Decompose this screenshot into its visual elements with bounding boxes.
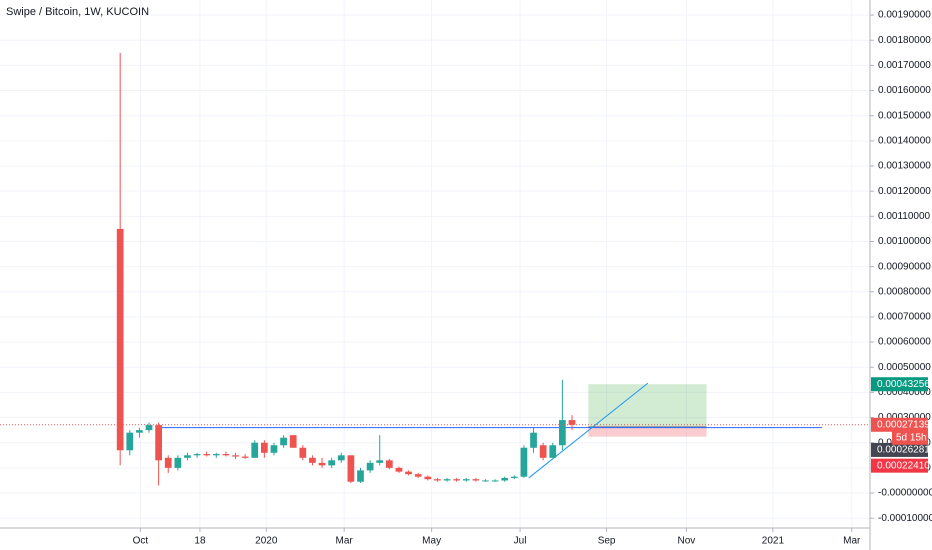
- price-tag: [871, 458, 928, 473]
- candle-body: [184, 455, 191, 458]
- candle-body: [232, 455, 239, 457]
- x-tick-label: Mar: [843, 536, 861, 547]
- y-tick-label: 0.00150000: [878, 110, 931, 121]
- countdown-label: 5d 15h: [896, 432, 927, 443]
- candle-body: [145, 425, 153, 431]
- y-tick-label: 0.00100000: [878, 236, 931, 247]
- stop-zone: [588, 426, 707, 437]
- countdown-tag: [892, 430, 928, 445]
- candle-body: [347, 455, 355, 482]
- candle-body: [261, 442, 268, 453]
- candle-body: [136, 430, 143, 433]
- candle-body: [241, 456, 249, 458]
- trend-line: [528, 382, 649, 479]
- target-zone: [588, 384, 707, 427]
- candle-body: [395, 467, 403, 472]
- candle-body: [414, 474, 422, 477]
- price-tag-label: 0.00043256: [877, 379, 930, 390]
- candle-body: [405, 471, 412, 475]
- candle-body: [222, 454, 230, 456]
- y-tick-label: 0.00160000: [878, 85, 931, 96]
- candle-body: [501, 477, 509, 481]
- y-tick-label: -0.00010000: [878, 513, 932, 524]
- y-tick-label: 0.00180000: [878, 35, 931, 46]
- y-tick-label: 0.00030000: [878, 412, 931, 423]
- candle-body: [270, 445, 278, 453]
- y-tick-label: 0.00060000: [878, 337, 931, 348]
- y-tick-label: -0.00000000: [878, 488, 932, 499]
- candle-body: [549, 445, 557, 458]
- y-tick-label: 0.00070000: [878, 312, 931, 323]
- candle-body: [318, 462, 326, 466]
- candle-body: [280, 437, 287, 446]
- price-tag: [871, 377, 928, 392]
- candle-body: [212, 454, 220, 456]
- y-tick-label: 0.00190000: [878, 10, 931, 21]
- candle-body: [203, 454, 211, 456]
- y-tick-label: 0.00080000: [878, 286, 931, 297]
- candle-body: [289, 435, 297, 448]
- candle-body: [385, 460, 393, 468]
- candle-body: [328, 460, 336, 466]
- candle-body: [309, 457, 316, 463]
- candle-body: [174, 457, 182, 468]
- x-tick-label: Sep: [598, 536, 616, 547]
- candle-body: [510, 476, 518, 478]
- y-tick-label: 0.00110000: [878, 211, 931, 222]
- candle-body: [491, 480, 499, 482]
- candle-body: [337, 455, 345, 461]
- y-tick-label: 0.00120000: [878, 186, 931, 197]
- price-tag: [871, 417, 928, 432]
- candle-body: [472, 479, 480, 481]
- y-tick-label: 0.00040000: [878, 387, 931, 398]
- y-tick-label: 0.00140000: [878, 136, 931, 147]
- candle-body: [155, 425, 162, 461]
- price-tag-label: 0.00026281: [877, 445, 930, 456]
- x-tick-label: 2021: [762, 536, 785, 547]
- x-tick-label: 2020: [255, 536, 278, 547]
- price-tag-label: 0.00022410: [877, 460, 930, 471]
- chart-title: Swipe / Bitcoin, 1W, KUCOIN: [6, 6, 149, 18]
- y-tick-label: 0.00170000: [878, 60, 931, 71]
- x-tick-label: Oct: [133, 536, 149, 547]
- candle-body: [520, 447, 528, 477]
- y-tick-label: 0.00130000: [878, 161, 931, 172]
- price-tag-label: 0.00027139: [877, 419, 930, 430]
- candle-body: [559, 420, 566, 446]
- x-tick-label: Nov: [677, 536, 695, 547]
- candle-body: [539, 445, 547, 458]
- candle-body: [462, 479, 470, 481]
- x-tick-label: 18: [194, 536, 206, 547]
- x-tick-label: Jul: [514, 536, 527, 547]
- candle-body: [126, 432, 134, 451]
- candle-body: [434, 479, 441, 481]
- candle-body: [376, 460, 384, 463]
- candle-body: [424, 476, 432, 480]
- candle-body: [299, 447, 307, 458]
- plot-area: [0, 0, 870, 528]
- candle-body: [482, 480, 489, 482]
- candle-body: [193, 454, 201, 456]
- candle-body: [453, 479, 460, 481]
- candle-body: [530, 432, 537, 448]
- x-tick-label: Mar: [336, 536, 354, 547]
- candle-body: [357, 470, 364, 482]
- y-tick-label: 0.00090000: [878, 261, 931, 272]
- price-tag: [871, 442, 928, 457]
- candle-body: [251, 442, 259, 458]
- candle-body: [164, 457, 172, 468]
- candle-body: [443, 479, 451, 481]
- x-tick-label: May: [422, 536, 441, 547]
- candle-body: [366, 462, 374, 471]
- y-tick-label: 0.00050000: [878, 362, 931, 373]
- candle-body: [568, 420, 576, 425]
- candle-body: [116, 228, 124, 451]
